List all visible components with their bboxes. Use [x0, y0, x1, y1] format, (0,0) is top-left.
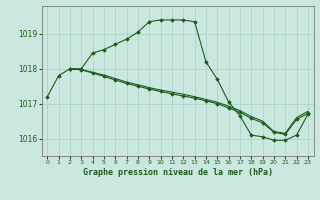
X-axis label: Graphe pression niveau de la mer (hPa): Graphe pression niveau de la mer (hPa) [83, 168, 273, 177]
